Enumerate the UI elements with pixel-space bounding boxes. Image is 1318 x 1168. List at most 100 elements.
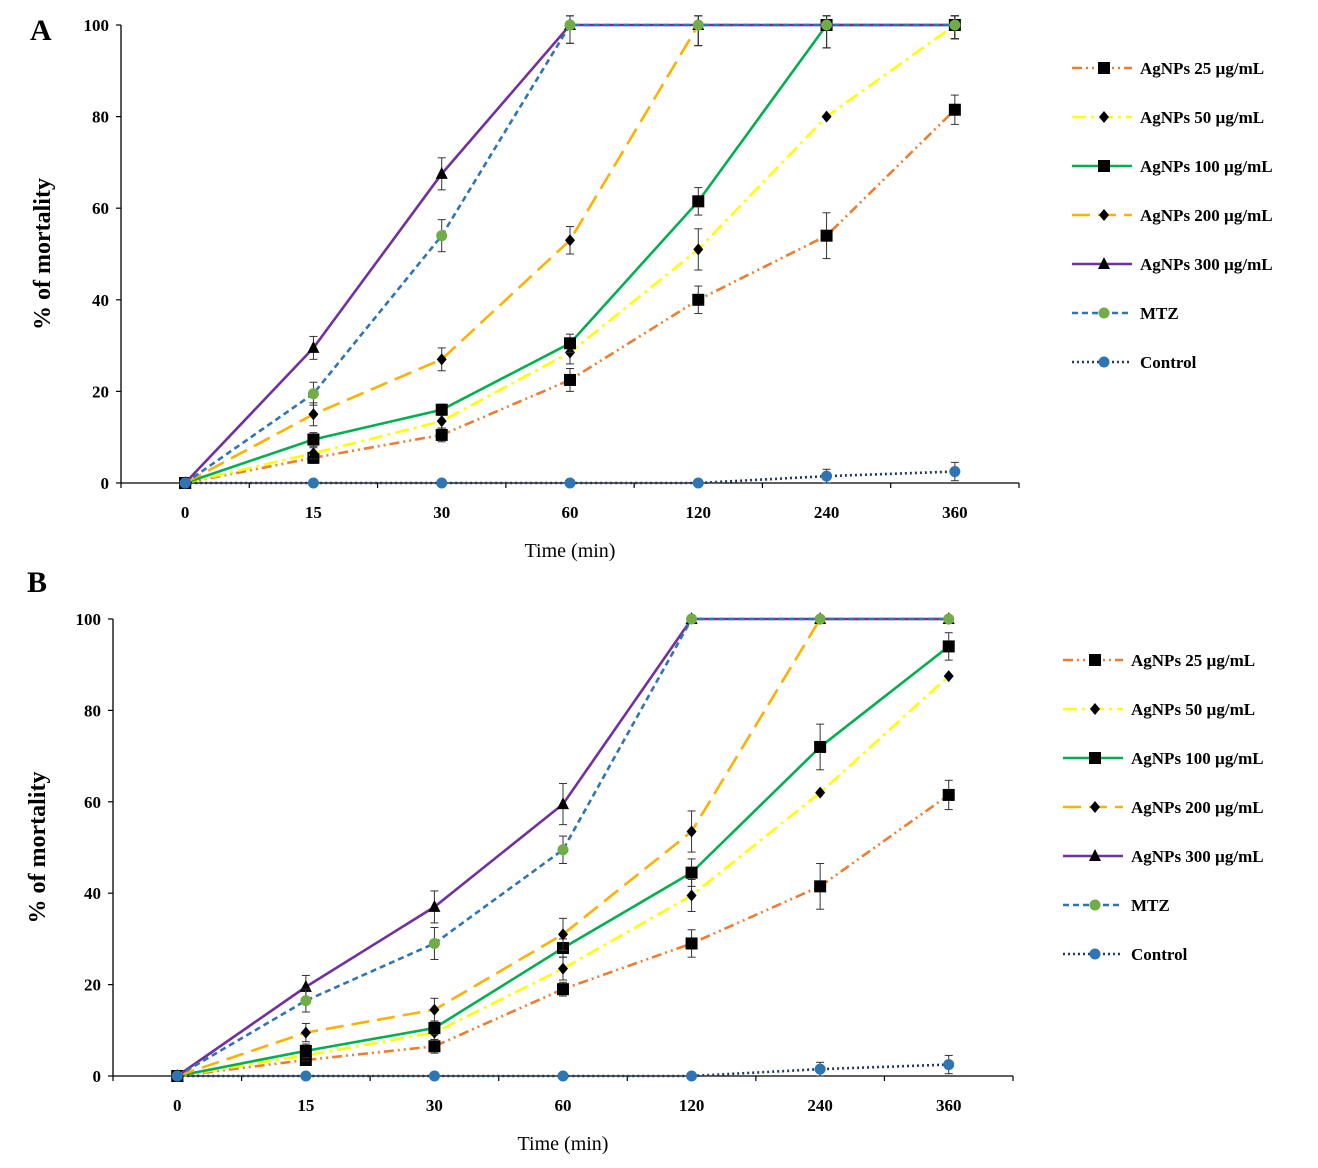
data-point <box>943 1059 955 1071</box>
data-point <box>943 670 954 683</box>
legend-marker <box>1089 654 1101 666</box>
data-point <box>435 166 448 179</box>
legend-item: AgNPs 300 µg/mL <box>1063 847 1264 866</box>
legend-item: AgNPs 50 µg/mL <box>1072 108 1264 127</box>
data-point <box>814 740 827 753</box>
data-point <box>436 230 448 242</box>
y-tick-label: 80 <box>92 108 109 127</box>
x-tick-label: 60 <box>555 1096 572 1115</box>
series-line <box>184 108 956 485</box>
legend-item: AgNPs 200 µg/mL <box>1072 206 1273 225</box>
y-tick-label: 60 <box>92 199 109 218</box>
legend-marker <box>1098 356 1110 368</box>
data-point <box>307 433 320 446</box>
data-point <box>428 1040 441 1053</box>
data-point <box>949 19 961 31</box>
legend-label: MTZ <box>1131 896 1170 915</box>
legend-marker <box>1089 948 1101 960</box>
y-tick-label: 0 <box>101 474 110 493</box>
x-tick-label: 30 <box>426 1096 443 1115</box>
data-point <box>814 880 827 893</box>
series-5 <box>171 613 955 1082</box>
y-axis-title: % of mortality <box>25 772 51 924</box>
x-tick-label: 60 <box>562 503 579 522</box>
y-tick-label: 60 <box>84 793 101 812</box>
legend-label: AgNPs 200 µg/mL <box>1131 798 1264 817</box>
data-point <box>428 899 441 912</box>
data-point <box>685 937 698 950</box>
y-tick-label: 80 <box>84 701 101 720</box>
legend-marker <box>1099 111 1109 123</box>
series-6 <box>179 461 961 489</box>
data-point <box>429 1003 440 1016</box>
data-point <box>564 19 576 31</box>
data-point <box>686 613 698 625</box>
legend-item: MTZ <box>1063 896 1170 915</box>
y-tick-label: 20 <box>92 382 109 401</box>
legend-item: AgNPs 200 µg/mL <box>1063 798 1264 817</box>
data-point <box>686 1070 698 1082</box>
data-point <box>821 19 833 31</box>
chart-panel-b: B 0 20 40 60 80 100 0 15 30 60 120 240 360 Time (min)%… <box>25 566 1264 1155</box>
y-tick-label: 20 <box>84 976 101 995</box>
legend-item: MTZ <box>1072 304 1179 323</box>
legend-marker <box>1090 703 1100 715</box>
data-point <box>942 640 955 653</box>
data-point <box>436 415 447 428</box>
data-point <box>300 1026 311 1039</box>
x-tick-label: 240 <box>814 503 840 522</box>
legend-item: AgNPs 25 µg/mL <box>1072 59 1264 78</box>
data-point <box>300 1070 312 1082</box>
data-point <box>685 866 698 879</box>
data-point <box>171 1070 183 1082</box>
data-point <box>557 1070 569 1082</box>
data-point <box>820 229 833 242</box>
legend-label: AgNPs 50 µg/mL <box>1140 108 1264 127</box>
x-tick-label: 120 <box>686 503 712 522</box>
legend-item: AgNPs 50 µg/mL <box>1063 700 1255 719</box>
data-point <box>692 195 705 208</box>
data-point <box>557 797 569 810</box>
x-tick-label: 360 <box>942 503 968 522</box>
data-point <box>564 477 576 489</box>
y-tick-label: 40 <box>84 884 101 903</box>
data-point <box>814 1063 826 1075</box>
legend-label: AgNPs 25 µg/mL <box>1131 651 1255 670</box>
x-tick-label: 360 <box>936 1096 962 1115</box>
x-tick-label: 30 <box>433 503 450 522</box>
legend-marker <box>1089 849 1101 861</box>
legend-marker <box>1098 62 1110 74</box>
legend-label: Control <box>1140 353 1197 372</box>
series-1 <box>172 670 954 1082</box>
data-point <box>948 103 961 116</box>
series-0 <box>179 94 961 489</box>
data-point <box>692 293 705 306</box>
x-tick-label: 0 <box>181 503 190 522</box>
data-point <box>942 788 955 801</box>
legend-marker <box>1098 160 1110 172</box>
legend-marker <box>1090 801 1100 813</box>
data-point <box>308 447 319 460</box>
data-point <box>557 844 569 856</box>
data-point <box>564 373 576 386</box>
legend-item: AgNPs 100 µg/mL <box>1072 157 1273 176</box>
y-tick-label: 100 <box>76 610 102 629</box>
legend-label: Control <box>1131 945 1188 964</box>
x-tick-label: 15 <box>297 1096 314 1115</box>
legend-item: Control <box>1072 353 1197 372</box>
legend-item: AgNPs 100 µg/mL <box>1063 749 1264 768</box>
data-point <box>693 243 704 256</box>
x-tick-label: 120 <box>679 1096 705 1115</box>
legend-label: AgNPs 200 µg/mL <box>1140 206 1273 225</box>
data-point <box>436 477 448 489</box>
data-point <box>435 428 448 441</box>
legend-label: AgNPs 50 µg/mL <box>1131 700 1255 719</box>
data-point <box>686 889 697 902</box>
data-point <box>558 928 568 941</box>
legend-marker <box>1099 209 1109 221</box>
data-point <box>308 408 319 421</box>
panel-letter: A <box>30 14 52 47</box>
legend-item: AgNPs 25 µg/mL <box>1063 651 1255 670</box>
x-tick-label: 240 <box>807 1096 833 1115</box>
